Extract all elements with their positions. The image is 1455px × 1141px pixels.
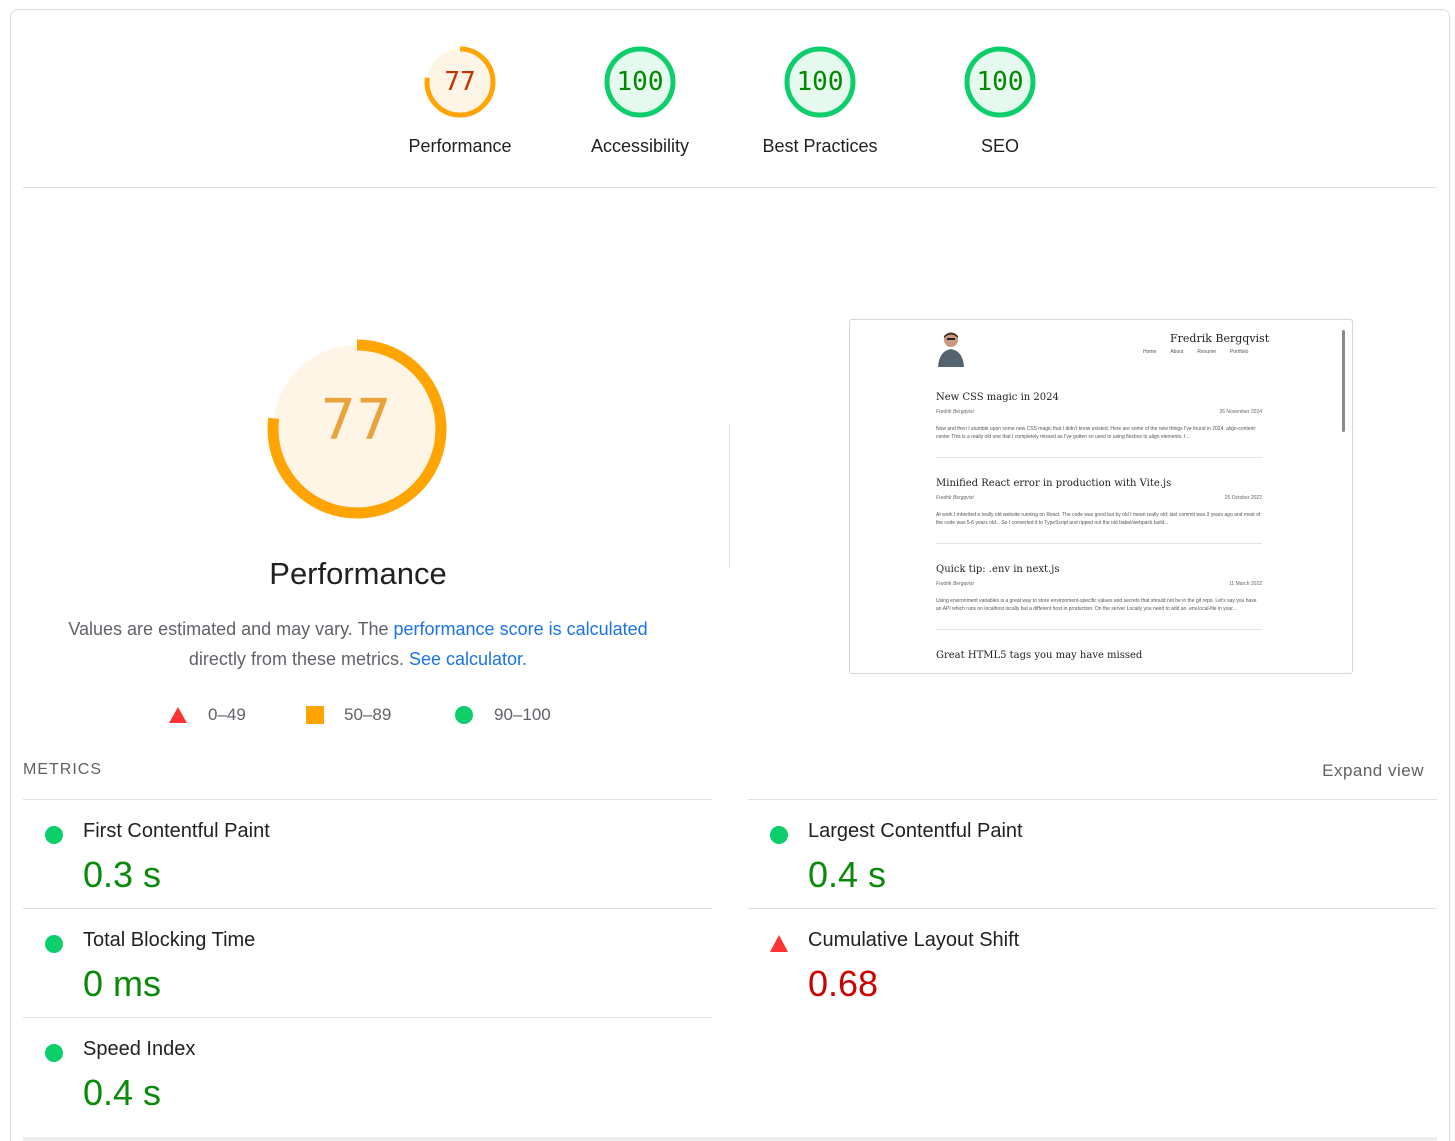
metric-cumulative-layout-shift: Cumulative Layout Shift 0.68 xyxy=(748,921,1428,1021)
legend-fail: 0–49 xyxy=(168,702,246,728)
legend-label: 90–100 xyxy=(494,705,551,724)
gauge-ring-best-practices xyxy=(784,46,856,118)
site-name: Fredrik Bergqvist xyxy=(1170,332,1270,345)
gauge-label: Performance xyxy=(408,136,512,156)
pass-circle-icon xyxy=(45,1044,63,1062)
site-nav: Home About Resume Portfolio xyxy=(1143,349,1262,355)
post-title: Quick tip: .env in next.js xyxy=(936,564,1060,575)
final-screenshot-thumbnail[interactable]: Fredrik Bergqvist Home About Resume Portfol… xyxy=(849,319,1353,674)
legend-label: 50–89 xyxy=(344,705,392,724)
category-gauges: 77 Performance 100 Accessibility 100 Bes… xyxy=(0,44,1455,174)
post-date: 25 October 2022 xyxy=(1224,495,1262,501)
desc-text: Values are estimated and may vary. The xyxy=(68,619,394,639)
avatar-icon xyxy=(938,332,964,367)
nav-item: Portfolio xyxy=(1230,349,1249,355)
nav-item: Resume xyxy=(1197,349,1217,355)
divider xyxy=(23,908,712,909)
post-item: Minified React error in production with … xyxy=(936,478,1262,544)
thumbnail-scrollbar xyxy=(1342,330,1345,432)
post-title: Minified React error in production with … xyxy=(936,478,1172,489)
metric-name: Cumulative Layout Shift xyxy=(808,929,1020,951)
vertical-divider xyxy=(729,424,730,568)
gauge-ring-seo xyxy=(964,46,1036,118)
metric-name: Speed Index xyxy=(83,1038,196,1060)
post-author: Fredrik Bergqvist xyxy=(936,409,974,415)
metric-largest-contentful-paint: Largest Contentful Paint 0.4 s xyxy=(748,812,1428,912)
gauge-seo[interactable]: 100 SEO xyxy=(925,44,1075,157)
post-item: Great HTML5 tags you may have missed xyxy=(936,650,1262,661)
post-excerpt: Using environment variables is a great w… xyxy=(936,598,1257,612)
legend-pass: 90–100 xyxy=(454,702,551,728)
metric-value: 0.3 s xyxy=(83,854,162,895)
expand-view-button[interactable]: Expand view xyxy=(1322,761,1424,780)
metric-speed-index: Speed Index 0.4 s xyxy=(23,1030,703,1130)
desc-text: directly from these metrics. xyxy=(188,649,409,669)
nav-item: About xyxy=(1170,349,1184,355)
gauge-ring-performance xyxy=(424,46,496,118)
pass-circle-icon xyxy=(45,935,63,953)
gauge-accessibility[interactable]: 100 Accessibility xyxy=(565,44,715,157)
nav-item: Home xyxy=(1143,349,1157,355)
divider xyxy=(23,1017,712,1018)
legend-label: 0–49 xyxy=(208,705,246,724)
gauge-label: SEO xyxy=(980,136,1019,156)
post-date: 26 November 2024 xyxy=(1219,409,1262,415)
metric-value: 0.4 s xyxy=(808,854,887,895)
metric-first-contentful-paint: First Contentful Paint 0.3 s xyxy=(23,812,703,912)
divider xyxy=(23,1137,1437,1141)
gauge-score: 100 xyxy=(976,67,1024,97)
metric-value: 0.68 xyxy=(808,963,879,1004)
post-item: Quick tip: .env in next.js Fredrik Bergq… xyxy=(936,564,1262,630)
metric-value: 0.4 s xyxy=(83,1072,162,1113)
fail-triangle-icon xyxy=(770,935,788,952)
performance-score-large: 77 xyxy=(320,388,392,453)
gauge-score: 100 xyxy=(616,67,664,97)
gauge-score: 77 xyxy=(444,67,476,97)
metric-name: First Contentful Paint xyxy=(83,820,270,842)
divider xyxy=(748,799,1437,800)
gauge-label: Accessibility xyxy=(590,136,690,156)
performance-title: Performance xyxy=(269,556,447,591)
score-calculated-link[interactable]: performance score is calculated xyxy=(393,619,648,639)
post-date: 11 March 2022 xyxy=(1229,581,1262,587)
metric-name: Largest Contentful Paint xyxy=(808,820,1023,842)
pass-circle-icon xyxy=(45,826,63,844)
pass-circle-icon xyxy=(770,826,788,844)
divider xyxy=(23,799,712,800)
gauge-performance[interactable]: 77 Performance xyxy=(385,44,535,157)
metric-value: 0 ms xyxy=(83,963,162,1004)
post-excerpt: Now and then I stumble upon some new CSS… xyxy=(936,426,1257,440)
gauge-label: Best Practices xyxy=(762,136,878,156)
legend-average: 50–89 xyxy=(306,702,391,728)
post-author: Fredrik Bergqvist xyxy=(936,581,974,587)
gauge-ring-accessibility xyxy=(604,46,676,118)
post-item: New CSS magic in 2024 Fredrik Bergqvist 2… xyxy=(936,392,1262,458)
divider xyxy=(23,187,1437,188)
performance-gauge-large xyxy=(267,339,447,519)
post-author: Fredrik Bergqvist xyxy=(936,495,974,501)
post-title: Great HTML5 tags you may have missed xyxy=(936,650,1143,661)
gauge-best-practices[interactable]: 100 Best Practices xyxy=(745,44,895,157)
divider xyxy=(748,908,1437,909)
post-excerpt: At work I inherited a really old website… xyxy=(936,512,1261,526)
triangle-icon xyxy=(169,707,187,723)
metric-name: Total Blocking Time xyxy=(83,929,256,951)
metrics-heading: METRICS xyxy=(23,761,102,778)
post-title: New CSS magic in 2024 xyxy=(936,392,1059,403)
see-calculator-link[interactable]: See calculator. xyxy=(408,649,528,669)
performance-description: Values are estimated and may vary. The p… xyxy=(40,614,676,674)
square-icon xyxy=(306,706,324,724)
circle-icon xyxy=(455,706,473,724)
metric-total-blocking-time: Total Blocking Time 0 ms xyxy=(23,921,703,1021)
gauge-score: 100 xyxy=(796,67,844,97)
